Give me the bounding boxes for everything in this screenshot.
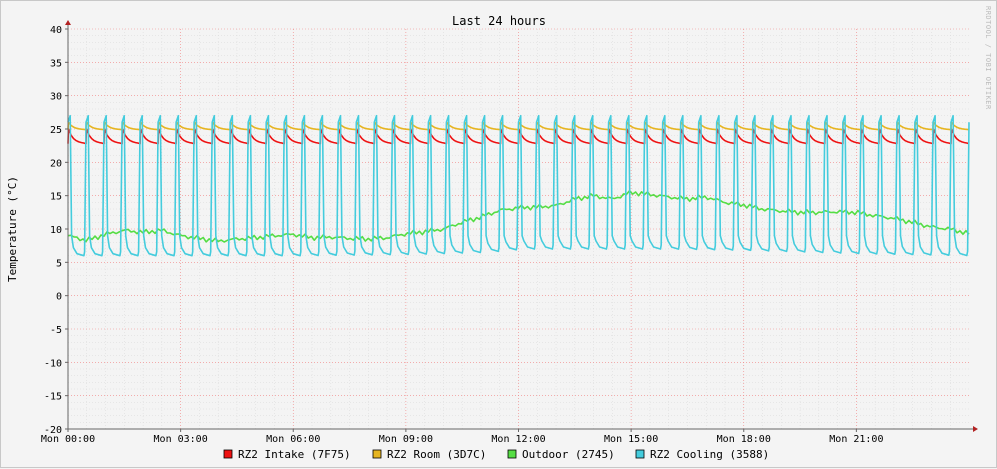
x-tick-labels: Mon 00:00 Mon 03:00 Mon 06:00 Mon 09:00 Mon … (41, 434, 884, 445)
y-tick-label: 35 (50, 58, 62, 69)
legend-label: RZ2 Cooling (3588) (650, 448, 769, 461)
y-tick-label: 15 (50, 192, 62, 203)
y-tick-label: 20 (50, 158, 62, 169)
watermark: RRDTOOL / TOBI OETIKER (984, 6, 992, 110)
y-tick-label: -15 (44, 392, 62, 403)
y-tick-label: -10 (44, 358, 62, 369)
y-tick-label: 10 (50, 225, 62, 236)
legend-swatch (372, 449, 382, 459)
y-tick-label: 25 (50, 125, 62, 136)
y-tick-labels: 40 35 30 25 20 15 10 5 0 -5 -10 -15 -20 (44, 25, 62, 436)
legend-label: Outdoor (2745) (522, 448, 615, 461)
x-tick-label: Mon 06:00 (266, 434, 320, 445)
x-tick-label: Mon 09:00 (379, 434, 433, 445)
legend-swatch (507, 449, 517, 459)
x-tick-label: Mon 00:00 (41, 434, 95, 445)
y-axis-arrow (65, 20, 71, 25)
y-tick-label: -20 (44, 425, 62, 436)
legend-label: RZ2 Room (3D7C) (387, 448, 486, 461)
y-tick-label: 40 (50, 25, 62, 36)
y-tick-label: -5 (50, 325, 62, 336)
series-layer (67, 114, 970, 257)
x-tick-label: Mon 18:00 (717, 434, 771, 445)
chart-title: Last 24 hours (452, 14, 546, 28)
x-axis-arrow (973, 426, 978, 432)
y-axis-label: Temperature (°C) (6, 176, 19, 282)
x-tick-label: Mon 21:00 (829, 434, 883, 445)
legend-swatch (223, 449, 233, 459)
legend-label: RZ2 Intake (7F75) (238, 448, 351, 461)
series-line (67, 114, 970, 257)
y-tick-label: 5 (56, 258, 62, 269)
axes (65, 20, 978, 432)
y-tick-label: 30 (50, 92, 62, 103)
y-tick-label: 0 (56, 292, 62, 303)
x-tick-label: Mon 12:00 (491, 434, 545, 445)
x-tick-label: Mon 15:00 (604, 434, 658, 445)
series-line (67, 189, 970, 243)
x-tick-label: Mon 03:00 (154, 434, 208, 445)
legend: RZ2 Intake (7F75) RZ2 Room (3D7C) Outdoor … (223, 448, 769, 461)
legend-swatch (635, 449, 645, 459)
